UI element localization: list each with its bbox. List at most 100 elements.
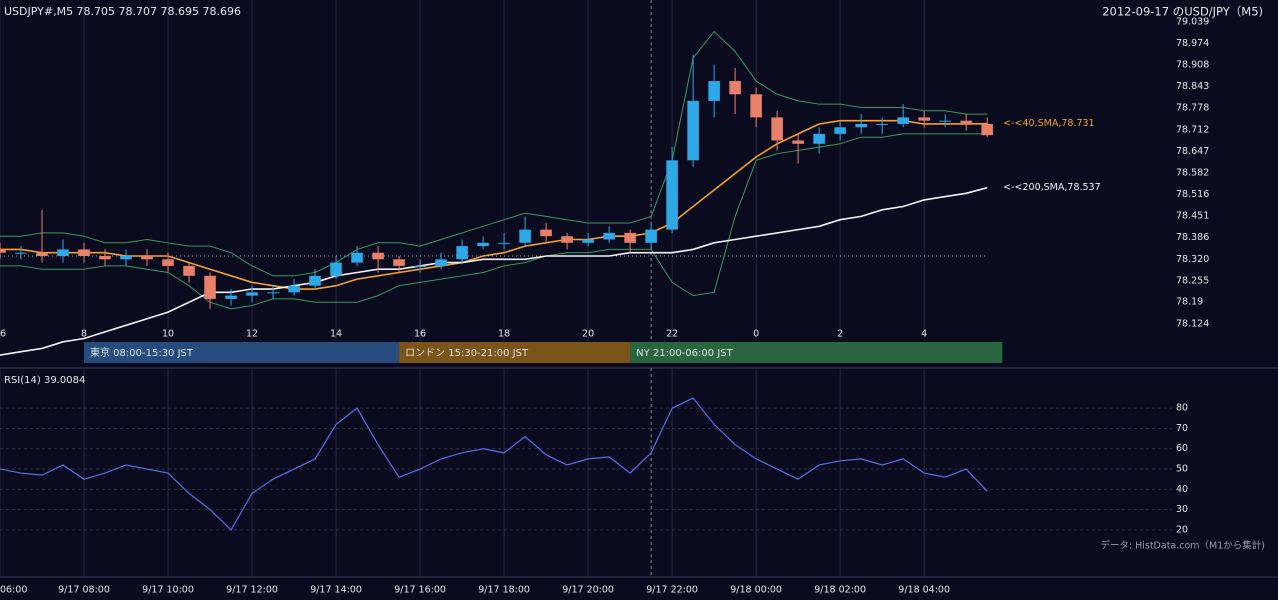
y-tick-label: 78.647 [1176,146,1209,157]
marks-layer: <-<40,SMA,78.731 <-<200,SMA,78.537 [0,30,1101,531]
x-tick-label: 10 [162,329,174,340]
candle-body [603,232,615,240]
candle-body [855,123,867,128]
candle-body [666,160,678,230]
candle-body [141,256,153,260]
candle-body [918,117,930,121]
x-tick-label: 9/18 04:00 [898,585,950,596]
y-tick-label: 30 [1176,504,1188,515]
candle-body [15,252,27,254]
session-band [399,342,631,363]
candle-body [813,133,825,144]
session-band [84,342,400,363]
candle-body [57,249,69,257]
chart-subtitle: 2012-09-17 のUSD/JPY（M5) [1102,5,1263,19]
source-note: データ: HistData.com（M1から集計) [1100,540,1265,552]
y-tick-label: 70 [1176,423,1188,434]
candle-body [183,265,195,276]
y-tick-label: 78.778 [1176,103,1209,114]
chart-title: USDJPY#,M5 78.705 78.707 78.695 78.696 [4,5,241,18]
candle-body [393,259,405,266]
candle-body [897,117,909,124]
x-tick-label: 9/17 12:00 [226,585,278,596]
candle-body [435,259,447,266]
candle-body [78,249,90,257]
x-tick-label: 9/17 08:00 [58,585,110,596]
x-tick-label: 22 [666,329,678,340]
y-tick-label: 50 [1176,464,1188,475]
y-tick-label: 78.320 [1176,254,1209,265]
candle-body [162,259,174,266]
candle-body [981,123,993,136]
candle-body [876,123,888,125]
candle-body [687,100,699,161]
candle-body [456,246,468,260]
candle-body [960,120,972,124]
session-band [630,342,1003,363]
y-tick-label: 78.386 [1176,232,1209,243]
candle-body [708,81,720,101]
candle-body [834,127,846,134]
y-tick-label: 78.712 [1176,124,1209,135]
session-label: 東京 08:00-15:30 JST [90,346,194,359]
candle-body [330,262,342,276]
y-tick-label: 78.124 [1176,319,1209,330]
candle-body [204,275,216,299]
rsi-line [0,397,988,531]
x-tick-label: 2 [837,329,843,340]
candle-body [225,295,237,299]
indicator-line [0,30,988,277]
candle-body [267,292,279,294]
indicator-line [0,119,988,290]
candle-body [309,275,321,286]
candle-body [36,252,48,257]
y-tick-label: 60 [1176,443,1188,454]
indicator-line [0,133,988,310]
session-label: ロンドン 15:30-21:00 JST [405,348,529,359]
candle-body [246,292,258,296]
candle-body [477,242,489,247]
x-tick-label: 9/18 02:00 [814,585,866,596]
candle-body [624,232,636,243]
candle-body [792,140,804,144]
candle-body [939,120,951,122]
candle-body [540,229,552,237]
session-label: NY 21:00-06:00 JST [636,348,733,359]
y-tick-label: 78.516 [1176,189,1209,200]
candle-body [645,229,657,243]
x-tick-label: 06:00 [0,585,27,596]
x-tick-label: 14 [330,329,342,340]
y-tick-label: 78.974 [1176,38,1209,49]
x-tick-label: 4 [921,329,927,340]
x-tick-label: 18 [498,329,510,340]
x-tick-label: 9/17 18:00 [478,585,530,596]
y-tick-label: 78.908 [1176,60,1209,71]
x-tick-label: 9/17 20:00 [562,585,614,596]
x-tick-label: 20 [582,329,594,340]
candle-body [519,229,531,243]
candle-body [771,117,783,141]
candle-body [0,249,6,253]
candle-body [414,265,426,267]
grid-layer: 6 8 10 12 14 16 18 20 22 0 2 4 東京 08:00-15:30 JST ロンド… [0,0,1209,596]
y-tick-label: 80 [1176,403,1188,414]
candle-body [372,252,384,260]
candle-body [729,81,741,95]
x-tick-label: 6 [0,329,6,340]
y-tick-label: 78.19 [1176,297,1203,308]
indicator-line [0,186,988,356]
candle-body [498,242,510,244]
candle-body [120,256,132,260]
y-tick-label: 40 [1176,484,1188,495]
candle-body [750,94,762,118]
candle-body [582,239,594,243]
y-tick-label: 78.255 [1176,275,1209,286]
x-tick-label: 9/17 22:00 [646,585,698,596]
candle-body [351,252,363,263]
x-tick-label: 12 [246,329,258,340]
x-tick-label: 9/17 14:00 [310,585,362,596]
y-tick-label: 78.843 [1176,81,1209,92]
x-tick-label: 0 [753,329,759,340]
